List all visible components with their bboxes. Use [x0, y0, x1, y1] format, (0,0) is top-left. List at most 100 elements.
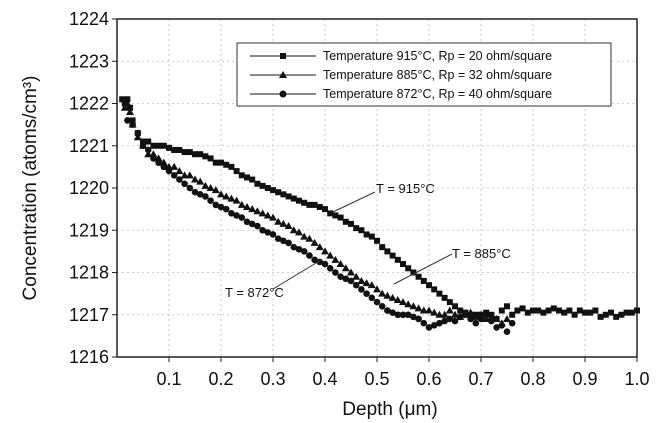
data-point [576, 307, 583, 314]
data-point [623, 309, 630, 316]
data-point [201, 181, 210, 189]
data-point [232, 196, 241, 204]
data-point [597, 313, 604, 320]
data-point [373, 285, 381, 293]
y-tick-label: 1218 [69, 263, 109, 283]
data-point [285, 239, 292, 247]
data-point [155, 142, 162, 149]
data-point [435, 310, 444, 318]
data-point [280, 237, 287, 245]
data-point [394, 311, 402, 319]
data-point [613, 313, 620, 320]
data-point [358, 286, 365, 293]
data-point [582, 309, 588, 316]
legend-label-885: Temperature 885°C, Rp = 32 ohm/square [323, 68, 552, 82]
data-point [121, 100, 128, 107]
data-point [264, 229, 272, 236]
data-point [467, 315, 474, 323]
data-point [305, 234, 314, 242]
data-point [404, 311, 412, 319]
data-point [426, 282, 432, 289]
data-point [310, 238, 319, 246]
data-point [352, 281, 360, 289]
data-point [399, 311, 407, 319]
data-point [227, 194, 236, 202]
data-point [336, 260, 345, 268]
data-point [566, 307, 573, 314]
data-point [300, 248, 308, 255]
data-point [311, 256, 318, 264]
data-point [446, 315, 454, 323]
data-point [270, 187, 276, 194]
data-point [634, 307, 640, 314]
data-point [269, 213, 277, 221]
data-point [144, 146, 152, 154]
data-point [331, 255, 340, 263]
data-point [285, 193, 292, 200]
data-point [181, 180, 188, 188]
data-point [191, 175, 199, 183]
data-point [259, 182, 266, 189]
data-point [129, 117, 136, 124]
data-point [258, 209, 267, 217]
x-tick-label: 0.5 [364, 369, 389, 389]
data-point [618, 311, 625, 318]
data-point [306, 252, 313, 259]
data-point [389, 309, 396, 316]
data-point [269, 231, 277, 238]
x-tick-label: 0.6 [416, 369, 441, 389]
data-point [284, 222, 293, 230]
data-point [139, 142, 147, 150]
data-point [327, 210, 334, 217]
x-tick-label: 0.3 [260, 369, 285, 389]
data-point [175, 167, 184, 175]
data-point [228, 210, 235, 217]
data-point [415, 315, 422, 323]
data-point [290, 195, 297, 202]
data-point [388, 293, 397, 301]
data-point [223, 161, 230, 168]
data-point [207, 197, 214, 204]
data-point [249, 176, 256, 183]
data-point [166, 144, 172, 151]
data-point [192, 151, 198, 158]
data-point [279, 219, 288, 227]
data-point [419, 306, 428, 314]
y-tick-label: 1224 [69, 9, 109, 29]
legend-label-915: Temperature 915°C, Rp = 20 ohm/square [323, 49, 552, 63]
data-point [341, 264, 350, 272]
series-872 [124, 117, 516, 335]
data-point [207, 155, 214, 162]
data-point [367, 281, 376, 289]
data-point [165, 162, 173, 170]
data-point [212, 201, 220, 209]
data-point [415, 273, 422, 280]
data-point [430, 322, 438, 329]
y-tick-label: 1223 [69, 51, 109, 71]
data-point [185, 171, 194, 179]
data-point [254, 180, 261, 187]
data-point [280, 191, 287, 198]
data-point [456, 313, 464, 321]
y-tick-label: 1221 [69, 136, 109, 156]
data-point [127, 104, 133, 111]
data-point [535, 307, 542, 314]
data-point [248, 220, 256, 228]
data-point [263, 211, 272, 219]
data-point [253, 207, 262, 215]
data-point [498, 307, 505, 314]
data-point [144, 150, 153, 158]
data-point [519, 305, 526, 312]
data-point [191, 188, 199, 196]
data-point [545, 307, 552, 314]
y-tick-label: 1217 [69, 305, 109, 325]
data-point [133, 133, 142, 141]
data-point [441, 294, 448, 301]
data-point [196, 177, 205, 185]
data-point [556, 307, 562, 314]
data-point [337, 273, 344, 281]
data-point [243, 203, 251, 211]
data-point [140, 138, 146, 145]
data-point [159, 158, 168, 166]
